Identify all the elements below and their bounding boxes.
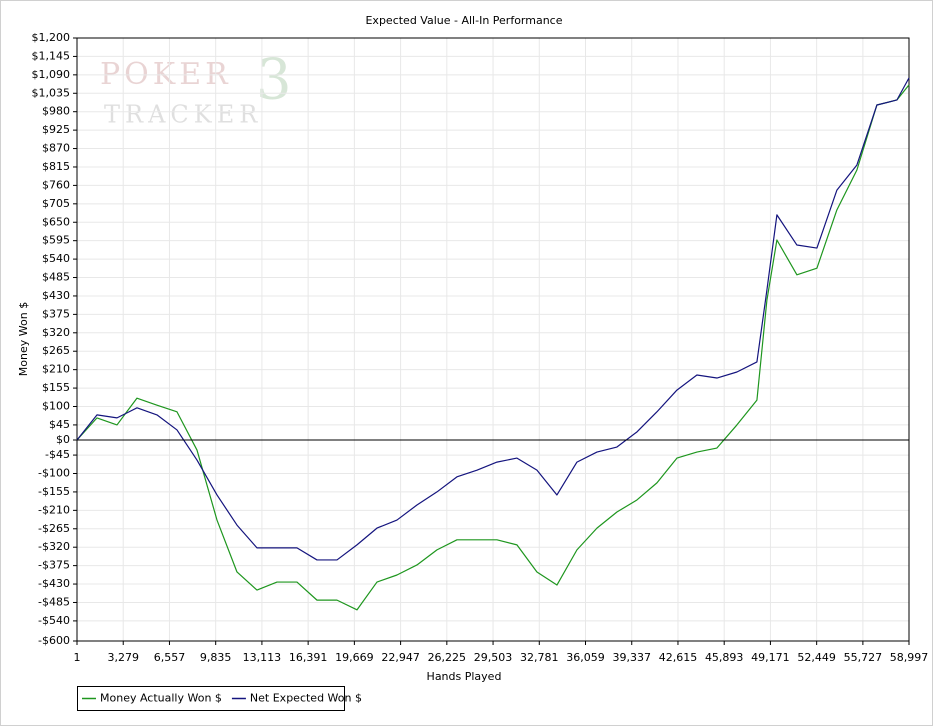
x-tick-label: 26,225 [428,651,467,664]
y-tick-label: $925 [42,123,70,136]
x-tick-label: 39,337 [612,651,651,664]
x-tick-label: 9,835 [200,651,232,664]
y-tick-label: $595 [42,234,70,247]
y-tick-label: $485 [42,271,70,284]
y-tick-label: $870 [42,142,70,155]
y-tick-label: $265 [42,344,70,357]
x-tick-label: 3,279 [107,651,139,664]
series-line [76,77,910,561]
x-tick-label: 52,449 [797,651,836,664]
x-tick-label: 45,893 [705,651,744,664]
y-tick-label: -$485 [38,595,70,608]
y-tick-label: $1,090 [32,68,71,81]
y-tick-label: $1,200 [32,31,71,44]
x-tick-label: 55,727 [844,651,883,664]
y-tick-label: -$100 [38,467,70,480]
y-tick-label: -$600 [38,634,70,647]
y-tick-label: $815 [42,160,70,173]
y-tick-label: -$210 [38,503,70,516]
legend-label: Money Actually Won $ [100,692,222,705]
chart-title: Expected Value - All-In Performance [365,14,562,27]
y-tick-label: $650 [42,215,70,228]
x-tick-label: 42,615 [659,651,698,664]
y-tick-label: -$265 [38,522,70,535]
watermark-text: TRACKER [104,101,262,129]
legend [77,686,345,711]
y-tick-label: $100 [42,400,70,413]
y-tick-label: $760 [42,178,70,191]
y-tick-label: $980 [42,105,70,118]
x-tick-label: 1 [74,651,81,664]
x-tick-label: 49,171 [751,651,790,664]
y-tick-label: $45 [49,418,70,431]
y-tick-label: $320 [42,326,70,339]
series-line [76,84,910,611]
y-tick-label: $210 [42,363,70,376]
x-tick-label: 19,669 [335,651,374,664]
y-tick-label: $430 [42,289,70,302]
x-tick-label: 16,391 [289,651,328,664]
y-tick-label: $155 [42,381,70,394]
y-tick-label: -$540 [38,614,70,627]
x-tick-label: 58,997 [890,651,929,664]
y-tick-label: -$430 [38,577,70,590]
y-tick-label: -$45 [45,448,70,461]
x-tick-label: 36,059 [566,651,605,664]
x-tick-label: 22,947 [381,651,420,664]
y-axis-title: Money Won $ [17,302,30,376]
y-tick-label: $540 [42,252,70,265]
legend-label: Net Expected Won $ [250,692,362,705]
y-tick-label: $705 [42,197,70,210]
y-tick-label: $375 [42,307,70,320]
y-tick-label: -$320 [38,540,70,553]
y-tick-label: -$375 [38,559,70,572]
y-tick-label: $1,035 [32,86,71,99]
plot-border [76,37,910,642]
x-tick-label: 13,113 [243,651,282,664]
x-tick-label: 6,557 [154,651,186,664]
x-tick-label: 29,503 [474,651,513,664]
x-axis-title: Hands Played [427,670,502,683]
y-tick-label: -$155 [38,485,70,498]
y-tick-label: $0 [56,433,70,446]
watermark-text: 3 [256,48,292,113]
y-tick-label: $1,145 [32,49,71,62]
x-tick-label: 32,781 [520,651,559,664]
